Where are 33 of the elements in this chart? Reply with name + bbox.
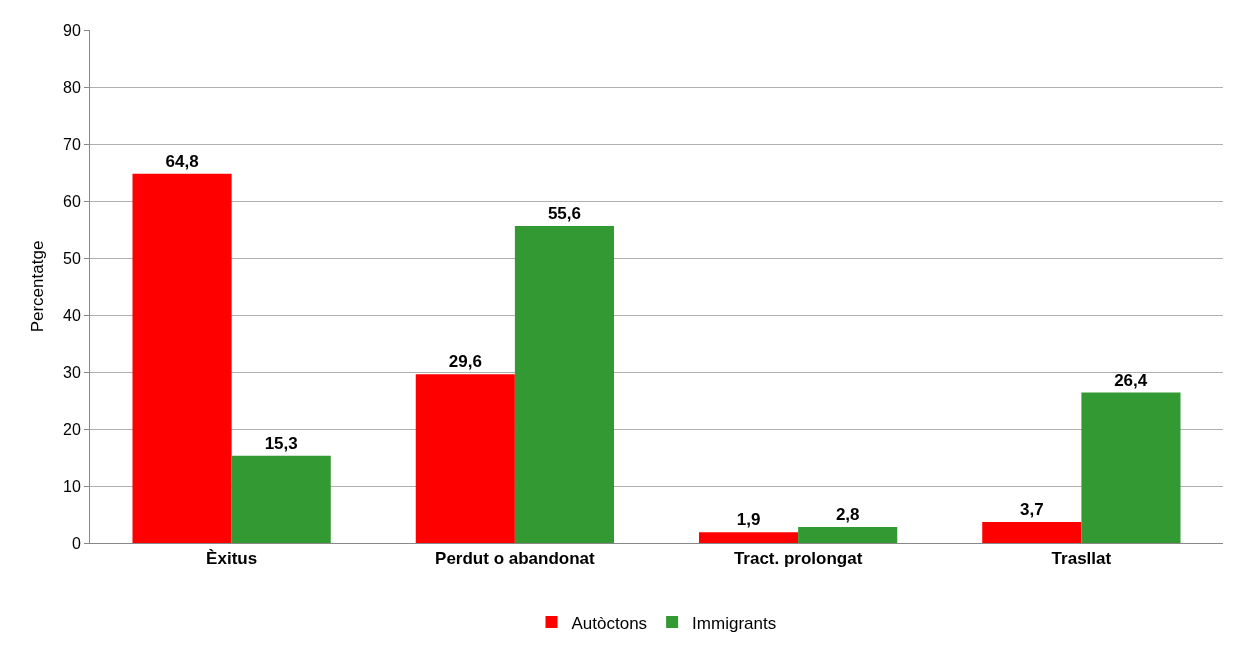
y-tick-label: 20 xyxy=(63,420,81,438)
y-tick-label: 60 xyxy=(63,192,81,210)
legend-label: Immigrants xyxy=(692,613,777,633)
data-label: 15,3 xyxy=(264,433,298,453)
x-tick-label: Èxitus xyxy=(206,549,258,569)
bar xyxy=(231,455,331,543)
data-label: 3,7 xyxy=(1019,499,1044,519)
x-tick-label: Trasllat xyxy=(1051,549,1112,569)
data-label: 29,6 xyxy=(448,352,482,372)
y-tick-label: 80 xyxy=(63,78,81,96)
data-label: 26,4 xyxy=(1114,370,1148,390)
y-tick-label: 30 xyxy=(63,363,81,381)
x-tick-label: Tract. prolongat xyxy=(733,549,863,569)
data-label: 2,8 xyxy=(835,505,860,525)
data-label: 1,9 xyxy=(736,510,761,530)
y-axis-title: Percentatge xyxy=(27,240,47,333)
bar xyxy=(982,521,1082,543)
bar xyxy=(1081,392,1181,543)
bar xyxy=(514,226,615,543)
y-tick-label: 70 xyxy=(63,135,81,153)
legend-label: Autòctons xyxy=(571,613,648,633)
bar xyxy=(415,374,515,543)
bar xyxy=(798,527,898,543)
data-label: 55,6 xyxy=(547,204,581,224)
y-tick-label: 50 xyxy=(63,249,81,267)
y-tick-label: 10 xyxy=(63,477,81,495)
bar xyxy=(698,532,799,543)
y-tick-label: 0 xyxy=(71,534,81,552)
data-label: 64,8 xyxy=(165,151,199,171)
y-tick-label: 90 xyxy=(63,21,81,39)
x-tick-label: Perdut o abandonat xyxy=(435,549,596,569)
y-tick-label: 40 xyxy=(63,306,81,324)
bar xyxy=(132,173,232,543)
